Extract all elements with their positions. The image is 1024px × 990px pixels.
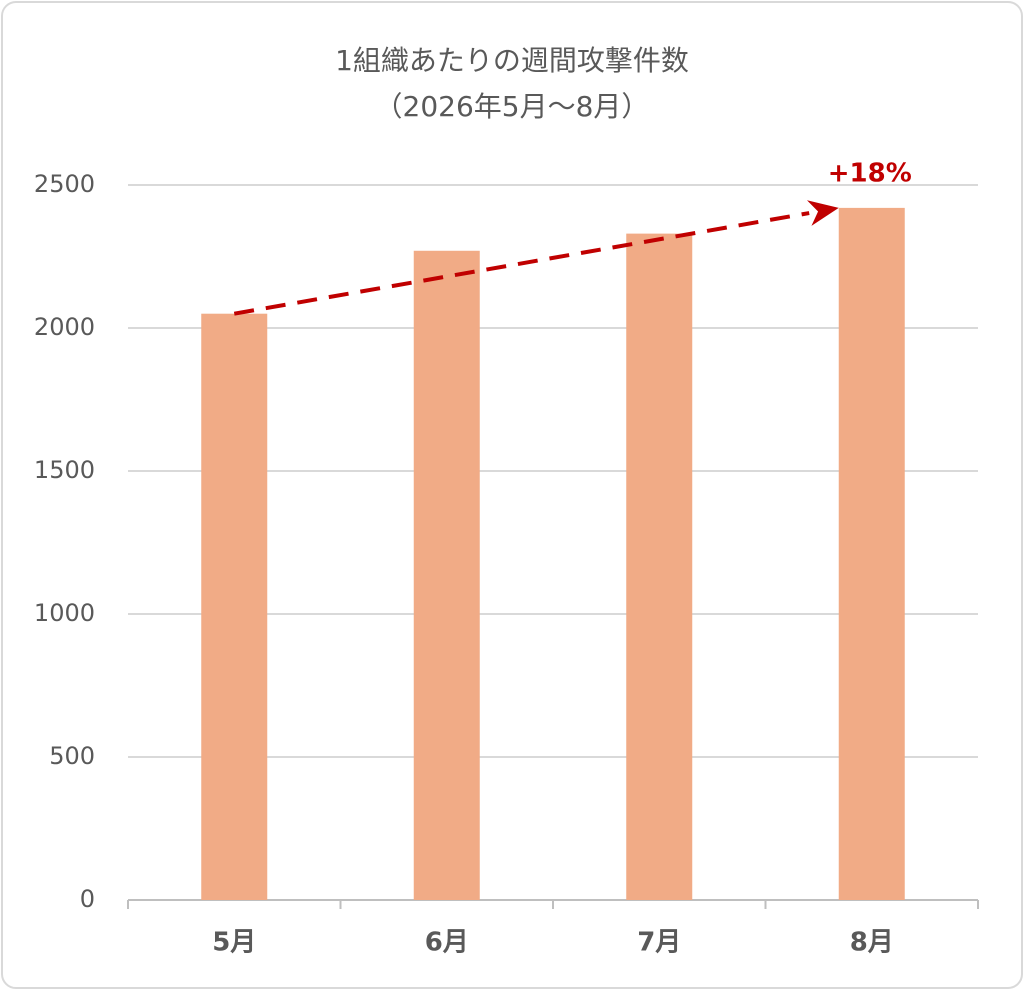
x-tick-label: 6月	[425, 928, 469, 958]
y-tick-label: 1000	[34, 599, 95, 627]
y-tick-label: 2500	[34, 170, 95, 198]
y-tick-label: 2000	[34, 313, 95, 341]
chart-title: 1組織あたりの週間攻撃件数	[335, 44, 689, 77]
x-tick-label: 8月	[850, 928, 894, 958]
annotation: +18%	[828, 158, 912, 188]
y-tick-label: 0	[80, 885, 95, 913]
bar	[413, 250, 480, 900]
trend-arrow-head	[806, 200, 839, 226]
trend-arrow-line	[233, 211, 810, 316]
bar	[838, 207, 905, 900]
y-tick-label: 500	[49, 742, 95, 770]
bar	[201, 313, 268, 900]
x-tick-label: 7月	[637, 928, 681, 958]
chart-subtitle: （2026年5月～8月）	[375, 90, 650, 123]
x-tick-label: 5月	[212, 928, 256, 958]
bar	[626, 233, 693, 900]
y-tick-label: 1500	[34, 456, 95, 484]
